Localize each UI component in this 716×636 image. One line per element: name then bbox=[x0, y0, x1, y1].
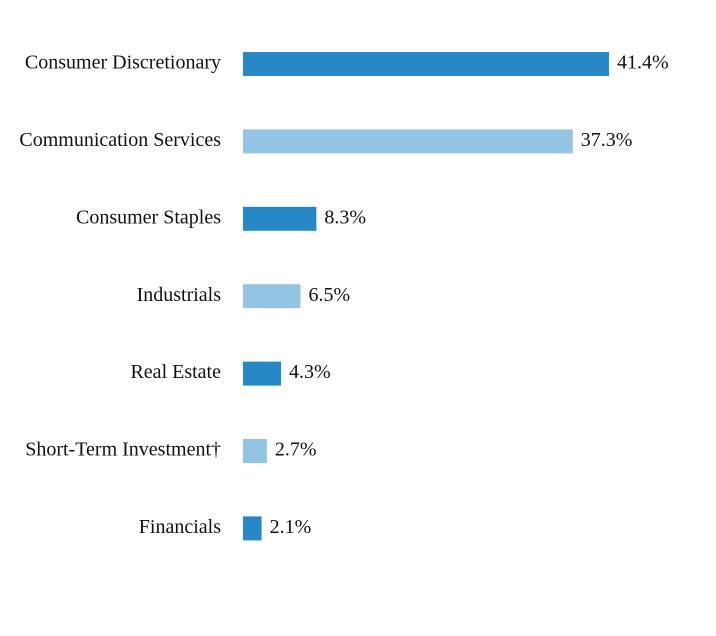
category-label: Industrials bbox=[137, 284, 222, 306]
category-label: Short-Term Investment† bbox=[25, 439, 221, 461]
bar bbox=[243, 206, 317, 231]
category-label: Consumer Discretionary bbox=[25, 52, 221, 74]
value-label: 41.4% bbox=[617, 52, 669, 74]
value-label: 2.7% bbox=[275, 439, 317, 461]
value-label: 37.3% bbox=[581, 129, 633, 151]
bar bbox=[243, 284, 301, 309]
bar bbox=[243, 361, 282, 386]
bar bbox=[243, 52, 609, 76]
value-label: 8.3% bbox=[324, 206, 366, 228]
value-label: 6.5% bbox=[308, 284, 350, 306]
category-label: Consumer Staples bbox=[76, 206, 221, 228]
category-label: Financials bbox=[139, 516, 221, 538]
bar bbox=[243, 129, 573, 154]
bar bbox=[243, 516, 262, 541]
value-label: 4.3% bbox=[289, 361, 331, 383]
category-label: Communication Services bbox=[19, 129, 221, 151]
value-label: 2.1% bbox=[270, 516, 312, 538]
bar bbox=[243, 439, 267, 463]
category-label: Real Estate bbox=[130, 361, 221, 383]
